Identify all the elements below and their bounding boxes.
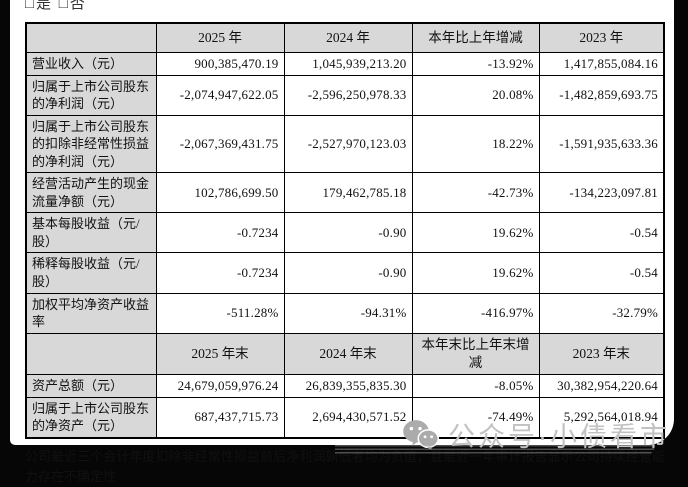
clipped-heading-text: □是 □否 [25,0,87,12]
value-cell: -0.90 [283,252,413,294]
value-cell: -32.79% [538,292,665,334]
value-cell: 19.62% [411,212,540,254]
table-row: 基本每股收益（元/股） -0.7234 -0.90 19.62% -0.54 [25,212,665,254]
value-cell: 5,292,564,018.94 [538,396,665,439]
value-cell: -74.49% [411,396,540,439]
page-curl-streaks [335,445,655,456]
value-cell: 30,382,954,220.64 [538,374,665,398]
value-cell: 18.22% [411,114,540,174]
value-cell: 26,839,355,835.30 [283,374,413,398]
value-cell: 1,417,855,084.16 [538,52,665,76]
value-cell: -0.54 [538,252,665,294]
value-cell: -1,591,935,633.36 [538,114,665,174]
row-label-cell: 归属于上市公司股东的净利润（元） [25,74,157,116]
value-cell: -42.73% [411,172,540,214]
value-cell: 2,694,430,571.52 [283,396,413,439]
value-cell: 1,045,939,213.20 [283,52,413,76]
value-cell: 20.08% [411,74,540,116]
value-cell: 102,786,699.50 [155,172,285,214]
value-cell: -2,527,970,123.03 [283,114,413,174]
header-cell: 本年比上年增减 [411,22,540,53]
financial-table-body: 2025 年 2024 年本年比上年增减 2023 年营业收入（元） 900,385,… [25,22,665,439]
header-corner-cell [25,332,157,376]
table-header-row-1: 2025 年 2024 年本年比上年增减 2023 年 [25,22,665,53]
value-cell: 900,385,470.19 [155,52,285,76]
value-cell: -0.7234 [155,252,285,294]
header-cell: 2025 年 [155,22,285,53]
table-row: 归属于上市公司股东的净利润（元） -2,074,947,622.05 -2,596,… [25,74,665,116]
table-row: 资产总额（元） 24,679,059,976.24 26,839,355,835.3… [25,374,665,398]
row-label-cell: 资产总额（元） [25,374,157,398]
header-cell: 本年末比上年末增减 [411,332,540,376]
value-cell: -1,482,859,693.75 [538,74,665,116]
value-cell: -2,067,369,431.75 [155,114,285,174]
header-cell: 2024 年末 [283,332,413,376]
header-cell: 2023 年 [538,22,665,53]
value-cell: -0.90 [283,212,413,254]
value-cell: -13.92% [411,52,540,76]
row-label-cell: 基本每股收益（元/股） [25,212,157,254]
header-cell: 2023 年末 [538,332,665,376]
value-cell: 19.62% [411,252,540,294]
row-label-cell: 归属于上市公司股东的扣除非经常性损益的净利润（元） [25,114,157,174]
table-row: 经营活动产生的现金流量净额（元） 102,786,699.50 179,462,78… [25,172,665,214]
value-cell: -2,596,250,978.33 [283,74,413,116]
financial-table: 2025 年 2024 年本年比上年增减 2023 年营业收入（元） 900,385,… [25,22,665,439]
value-cell: -2,074,947,622.05 [155,74,285,116]
row-label-cell: 经营活动产生的现金流量净额（元） [25,172,157,214]
table-row: 稀释每股收益（元/股） -0.7234 -0.90 19.62% -0.54 [25,252,665,294]
header-cell: 2024 年 [283,22,413,53]
document-page: □是 □否 2025 年 2024 年本年比上年增减 2023 年营业收入（元） 90… [10,0,674,484]
clipped-heading-fragment: □是 □否 [25,0,225,14]
row-label-cell: 稀释每股收益（元/股） [25,252,157,294]
header-cell: 2025 年末 [155,332,285,376]
row-label-cell: 加权平均净资产收益率 [25,292,157,334]
value-cell: -0.7234 [155,212,285,254]
value-cell: -94.31% [283,292,413,334]
value-cell: 24,679,059,976.24 [155,374,285,398]
value-cell: -416.97% [411,292,540,334]
table-row: 营业收入（元） 900,385,470.19 1,045,939,213.20 -13… [25,52,665,76]
value-cell: -134,223,097.81 [538,172,665,214]
row-label-cell: 归属于上市公司股东的净资产（元） [25,396,157,439]
value-cell: 687,437,715.73 [155,396,285,439]
value-cell: -511.28% [155,292,285,334]
page-content: 2025 年 2024 年本年比上年增减 2023 年营业收入（元） 900,385,… [10,0,674,487]
value-cell: -0.54 [538,212,665,254]
article-screenshot: { "page": { "clipped_heading": "□是 □否", … [10,0,674,484]
table-header-row-2: 2025 年末 2024 年末 本年末比上年末增减 2023 年末 [25,332,665,376]
value-cell: 179,462,785.18 [283,172,413,214]
table-row: 归属于上市公司股东的净资产（元） 687,437,715.73 2,694,430,… [25,396,665,439]
value-cell: -8.05% [411,374,540,398]
header-corner-cell [25,22,157,53]
table-row: 加权平均净资产收益率 -511.28% -94.31% -416.97% -32.79% [25,292,665,334]
row-label-cell: 营业收入（元） [25,52,157,76]
table-row: 归属于上市公司股东的扣除非经常性损益的净利润（元） -2,067,369,431.… [25,114,665,174]
